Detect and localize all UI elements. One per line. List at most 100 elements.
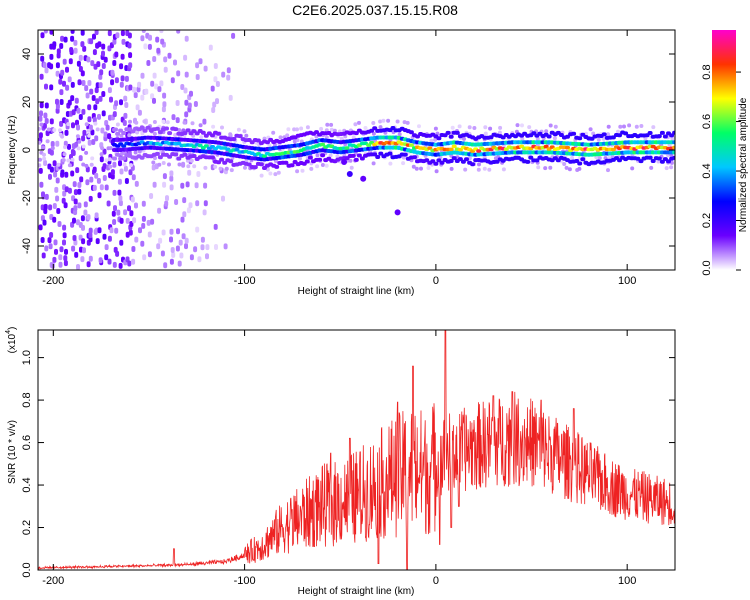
svg-text:(x104): (x104) [5, 327, 18, 354]
spectrogram-cell [102, 148, 107, 155]
spectrogram-x-label: Height of straight line (km) [298, 286, 415, 297]
spectrogram-cell [43, 160, 48, 166]
spectrogram-cell [417, 124, 421, 129]
spectrogram-cell [145, 125, 151, 130]
spectrogram-cell [114, 227, 119, 234]
spectrogram-cell [121, 144, 127, 148]
spectrogram-cell [119, 63, 124, 70]
spectrogram-cell [402, 120, 407, 125]
spectrogram-cell [229, 168, 234, 173]
spectrogram-cell [448, 134, 454, 139]
spectrogram-cell [111, 210, 116, 217]
spectrogram-cell [79, 176, 84, 183]
spectrogram-cell [482, 166, 487, 171]
spectrogram-cell [372, 126, 378, 131]
spectrogram-cell [244, 158, 249, 163]
spectrogram-cell [110, 79, 115, 86]
spectrogram-cell [128, 84, 133, 91]
spectrogram-cell [639, 124, 644, 128]
spectrogram-cell [157, 155, 163, 160]
spectrogram-cell [120, 53, 125, 60]
spectrogram-cell [623, 131, 629, 136]
spectrogram-cell [588, 127, 593, 132]
spectrogram-cell [161, 119, 166, 124]
spectrogram-cell [185, 128, 191, 133]
spectrogram-cell [167, 131, 173, 136]
spectrogram-cell [617, 158, 622, 163]
spectrogram-cell [92, 116, 97, 123]
spectrogram-cell [70, 35, 75, 42]
spectrogram-cell [57, 221, 62, 227]
spectrogram-cell [94, 30, 99, 36]
spectrogram-cell [259, 173, 264, 178]
spectrogram-cell [167, 154, 173, 159]
spectrogram-cell [87, 139, 92, 146]
spectrogram-cell [81, 224, 85, 231]
spectrogram-cell [553, 124, 558, 129]
spectrogram-cell [157, 162, 162, 167]
spectrogram-cell [64, 171, 69, 178]
spectrogram-cell [59, 120, 64, 127]
spectrogram-cell [135, 104, 140, 111]
spectrogram-cell [112, 156, 117, 161]
spectrogram-cell [255, 138, 261, 143]
spectrogram-cell [120, 75, 125, 82]
spectrogram-cell [86, 56, 91, 63]
spectrogram-cell [58, 254, 63, 261]
spectrogram-cell [198, 123, 203, 128]
spectrogram-cell [119, 217, 124, 224]
spectrogram-cell [664, 166, 669, 171]
spectrogram-cell [81, 162, 86, 167]
spectrogram-cell [121, 131, 127, 135]
y-tick-label: 20 [21, 96, 33, 108]
spectrogram-cell [54, 248, 58, 255]
spectrogram-cell [70, 95, 75, 102]
spectrogram-cell [49, 118, 54, 125]
spectrogram-cell [274, 159, 278, 164]
spectrogram-cell [195, 62, 200, 69]
spectrogram-cell [218, 166, 223, 171]
spectrogram-cell [274, 164, 280, 169]
spectrogram-cell [66, 158, 71, 163]
spectrogram-cell [99, 184, 104, 191]
spectrogram-cell [159, 80, 164, 87]
spectrogram-cell [104, 120, 109, 126]
spectrogram-cell [451, 144, 457, 149]
spectrogram-cell [70, 30, 75, 34]
spectrogram-cell [498, 125, 503, 130]
spectrogram-cell [38, 224, 43, 231]
spectrogram-cell [72, 181, 77, 188]
spectrogram-cell [71, 150, 76, 156]
spectrogram-cell [73, 189, 78, 196]
spectrogram-cell [156, 243, 161, 250]
spectrogram-cell [188, 202, 193, 209]
spectrogram-cell [476, 149, 482, 153]
spectrogram-cell [47, 62, 52, 69]
spectrogram-cell [401, 161, 406, 166]
spectrogram-cell [87, 104, 92, 111]
spectrogram-cell [152, 120, 157, 124]
spectrogram-cell [357, 120, 361, 125]
spectrogram-cell [415, 134, 420, 139]
spectrogram-cell [80, 215, 85, 222]
spectrogram-cell [344, 146, 350, 150]
spectrogram-cell [98, 257, 103, 264]
spectrogram-cell [448, 159, 454, 163]
spectrogram-cell [118, 200, 123, 207]
spectrogram-cell [112, 60, 117, 66]
spectrogram-cell [501, 167, 506, 172]
spectrogram-cell [332, 128, 337, 133]
spectrogram-cell [156, 47, 161, 54]
spectrogram-cell [63, 36, 68, 43]
spectrogram-cell [86, 128, 91, 133]
spectrogram-cell [472, 126, 477, 130]
spectrogram-cell [666, 159, 671, 164]
spectrogram-cell [170, 247, 175, 253]
spectrogram-cell [95, 127, 100, 132]
spectrogram-cell [140, 35, 145, 42]
spectrogram-cell [467, 125, 472, 130]
spectrogram-cell [67, 187, 72, 194]
spectrogram-cell [173, 133, 178, 137]
spectrogram-cell [83, 209, 88, 216]
spectrogram-cell [567, 167, 572, 172]
